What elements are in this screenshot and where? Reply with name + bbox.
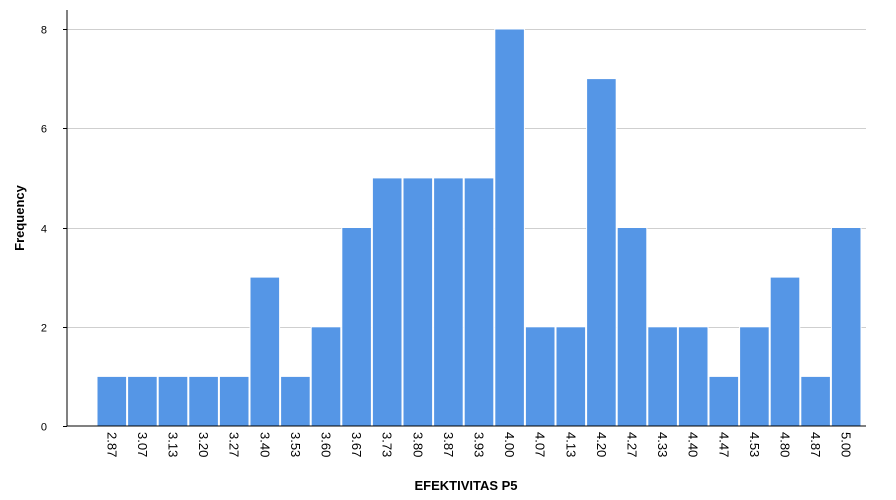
- x-tick-label: 4.80: [778, 432, 793, 457]
- bar: [739, 326, 770, 427]
- x-tick-label: 3.73: [380, 432, 395, 457]
- x-tick-label: 3.40: [257, 432, 272, 457]
- bar: [157, 375, 189, 427]
- bar: [708, 375, 740, 427]
- bar: [677, 326, 709, 427]
- bar: [96, 375, 128, 427]
- bar: [616, 227, 648, 427]
- x-tick-label: 4.47: [716, 432, 731, 457]
- y-tick-label: 4: [41, 224, 47, 236]
- bar: [524, 326, 556, 427]
- y-ticks: 0 2 4 6 8: [41, 25, 67, 434]
- bar: [188, 375, 219, 427]
- bar: [433, 177, 464, 427]
- x-tick-label: 3.13: [166, 432, 181, 457]
- x-tick-label: 4.87: [808, 432, 823, 457]
- bar: [830, 227, 862, 427]
- x-tick-label: 4.20: [594, 432, 609, 457]
- x-tick-label: 4.27: [625, 432, 640, 457]
- axes: [66, 10, 866, 427]
- x-tick-label: 3.07: [135, 432, 150, 457]
- x-tick-label: 3.60: [319, 432, 334, 457]
- bar: [402, 177, 434, 427]
- bar: [647, 326, 678, 427]
- bar: [218, 375, 250, 427]
- x-tick-label: 3.93: [472, 432, 487, 457]
- x-tick-label: 3.80: [410, 432, 425, 457]
- bar: [555, 326, 587, 427]
- y-axis-title: Frequency: [12, 184, 27, 251]
- x-tick-label: 4.07: [533, 432, 548, 457]
- bar: [371, 177, 403, 427]
- bar: [800, 375, 831, 427]
- x-tick-label: 3.67: [349, 432, 364, 457]
- x-tick-label: 3.20: [196, 432, 211, 457]
- y-tick-label: 0: [41, 422, 47, 434]
- x-tick-label: 5.00: [839, 432, 854, 457]
- bar: [463, 177, 495, 427]
- x-tick-label: 2.87: [104, 432, 119, 457]
- x-axis-title: EFEKTIVITAS P5: [414, 478, 517, 493]
- bar: [249, 276, 281, 427]
- bar: [586, 78, 617, 427]
- bar: [494, 28, 525, 427]
- bar: [341, 227, 372, 427]
- bar: [280, 375, 311, 427]
- x-tick-label: 4.40: [686, 432, 701, 457]
- bar: [769, 276, 801, 427]
- y-tick-label: 6: [41, 124, 47, 136]
- y-tick-label: 8: [41, 25, 47, 37]
- x-tick-label: 3.27: [227, 432, 242, 457]
- bars: [96, 28, 862, 427]
- bar: [310, 326, 342, 427]
- x-tick-label: 4.13: [563, 432, 578, 457]
- x-tick-label: 3.87: [441, 432, 456, 457]
- x-ticks: 2.87 3.07 3.13 3.20 3.27 3.40 3.53 3.60 3.67 3.73…: [104, 432, 853, 457]
- x-tick-label: 4.53: [747, 432, 762, 457]
- bar: [127, 375, 158, 427]
- y-tick-label: 2: [41, 323, 47, 335]
- x-tick-label: 3.53: [288, 432, 303, 457]
- x-tick-label: 4.00: [502, 432, 517, 457]
- x-tick-label: 4.33: [655, 432, 670, 457]
